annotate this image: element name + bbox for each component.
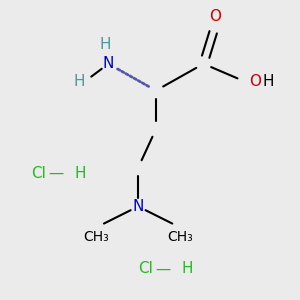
Text: H: H (100, 37, 111, 52)
Text: CH₃: CH₃ (84, 230, 110, 244)
Text: CH₃: CH₃ (167, 230, 193, 244)
Text: —: — (49, 166, 64, 181)
Text: N: N (103, 56, 114, 71)
Text: O: O (209, 9, 221, 24)
Text: Cl: Cl (31, 166, 46, 181)
Text: H: H (181, 261, 193, 276)
Text: N: N (132, 199, 144, 214)
Text: H: H (262, 74, 274, 89)
Text: Cl: Cl (138, 261, 153, 276)
Text: H: H (74, 166, 86, 181)
Text: O: O (249, 74, 261, 89)
Text: —: — (156, 261, 171, 276)
Text: H: H (73, 74, 85, 89)
